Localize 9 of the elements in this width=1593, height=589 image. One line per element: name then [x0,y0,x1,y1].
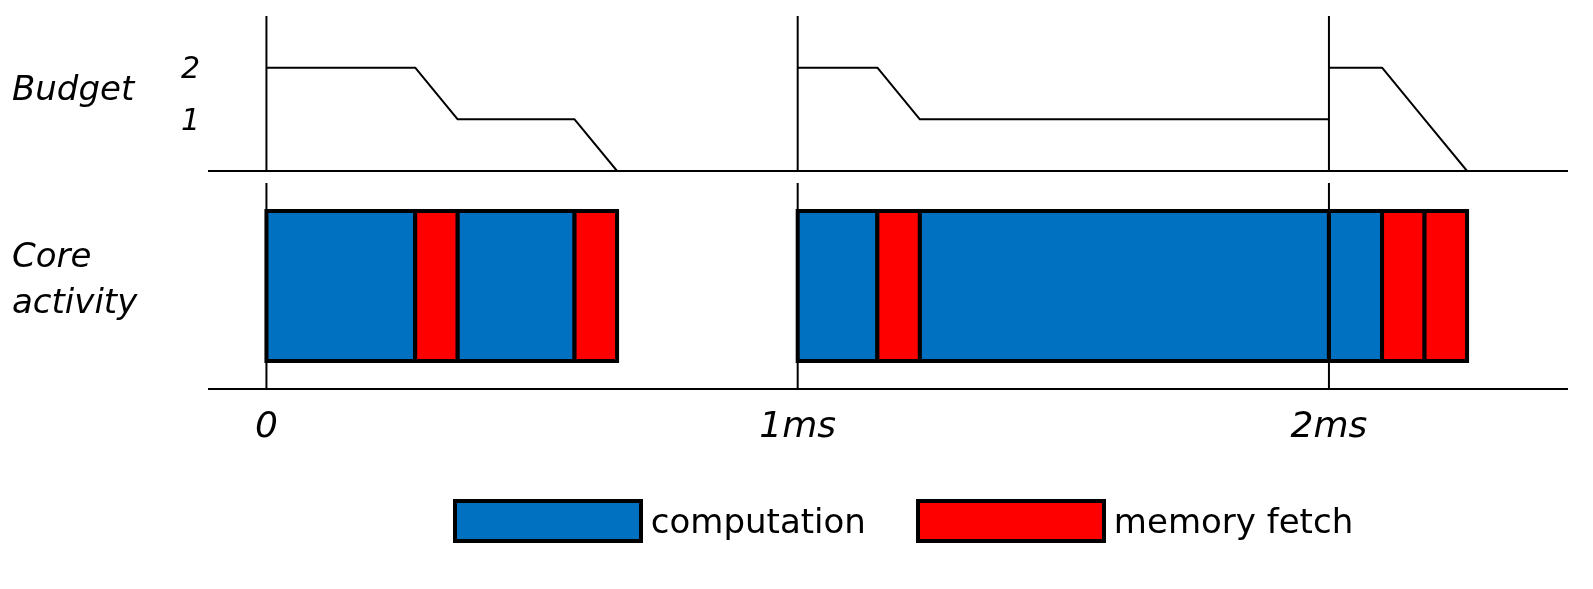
y-axis-title: Budget [12,68,137,108]
x-tick-label: 1ms [759,404,837,445]
y-axis-title: Core activity [12,234,139,323]
x-tick-label: 2ms [1290,404,1368,445]
text: computation [650,501,866,541]
y-tick-label: 1 [180,101,200,137]
y-tick-label: 2 [180,50,200,86]
x-tick-label: 0 [254,404,278,445]
text: memory fetch [1113,501,1354,541]
